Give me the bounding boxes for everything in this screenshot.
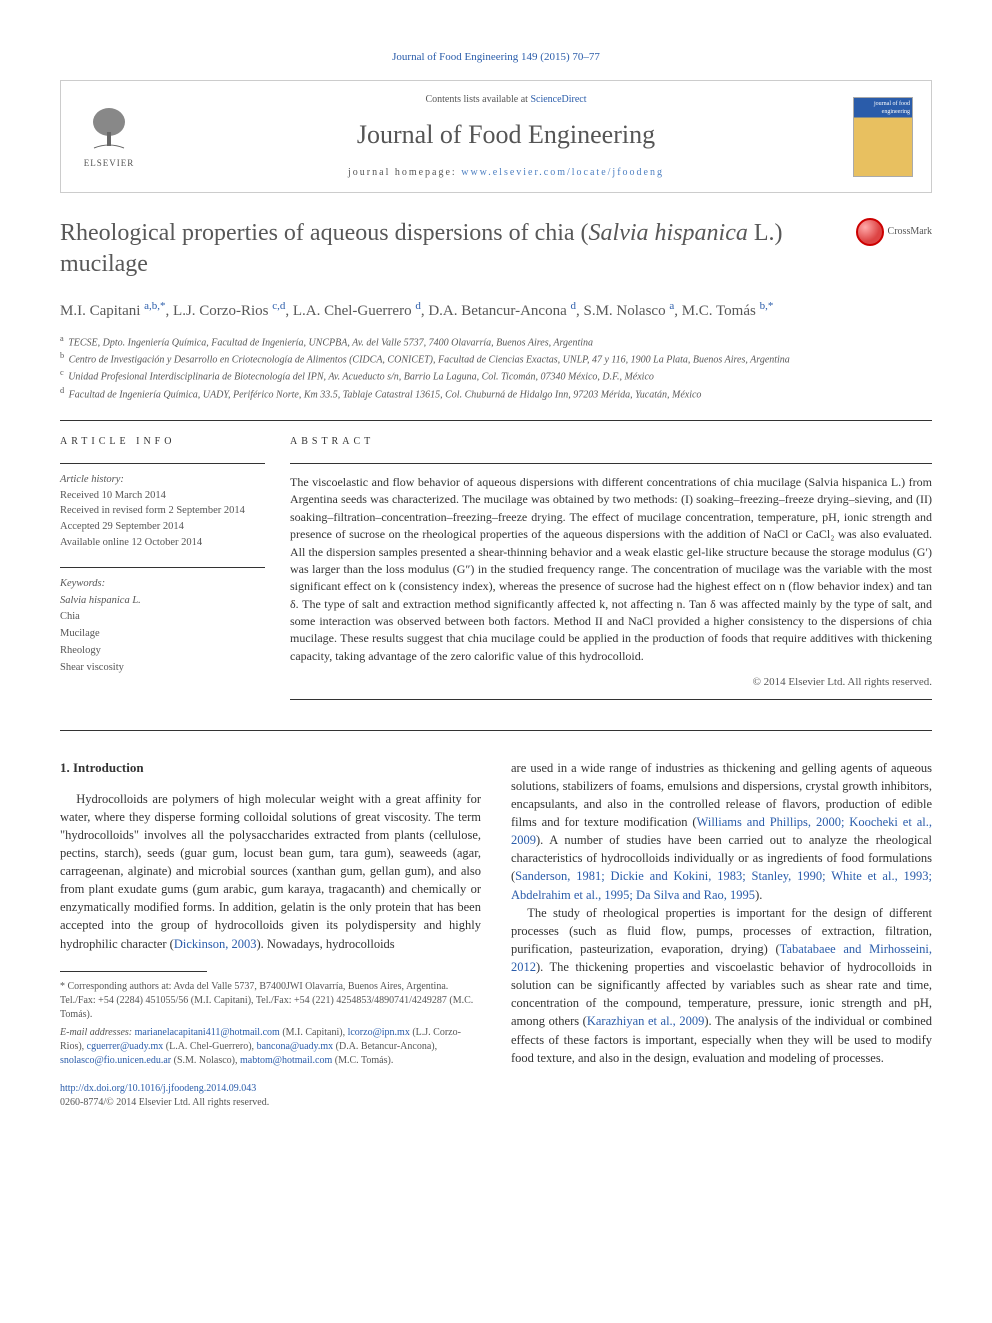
authors-line: M.I. Capitani a,b,*, L.J. Corzo-Rios c,d… [60,298,932,323]
keyword-4: Shear viscosity [60,662,124,673]
abstract-text: The viscoelastic and flow behavior of aq… [290,474,932,665]
keyword-0: Salvia hispanica L. [60,595,141,606]
crossmark-widget[interactable]: CrossMark [856,218,932,246]
history-received: Received 10 March 2014 [60,490,166,501]
affiliations-block: a TECSE, Dpto. Ingeniería Química, Facul… [60,333,932,402]
homepage-line: journal homepage: www.elsevier.com/locat… [159,166,853,180]
header-citation: Journal of Food Engineering 149 (2015) 7… [60,50,932,65]
journal-name: Journal of Food Engineering [159,117,853,153]
p1a: Hydrocolloids are polymers of high molec… [60,792,481,951]
intro-para-2: The study of rheological properties is i… [511,904,932,1067]
issn-copyright: 0260-8774/© 2014 Elsevier Ltd. All right… [60,1097,269,1108]
email-link[interactable]: marianelacapitani411@hotmail.com [135,1027,280,1038]
email-addresses-line: E-mail addresses: marianelacapitani411@h… [60,1026,481,1068]
history-revised: Received in revised form 2 September 201… [60,505,245,516]
abstract-column: ABSTRACT The viscoelastic and flow behav… [290,435,932,710]
footnotes-block: * Corresponding authors at: Avda del Val… [60,980,481,1068]
keyword-1: Chia [60,611,80,622]
footnote-separator [60,971,207,972]
keyword-2: Mucilage [60,628,100,639]
intro-para-1-right: are used in a wide range of industries a… [511,759,932,904]
history-online: Available online 12 October 2014 [60,537,202,548]
mid-rule [60,730,932,731]
crossmark-badge-icon [856,218,884,246]
section-1-heading: 1. Introduction [60,759,481,778]
abstract-heading: ABSTRACT [290,435,932,449]
article-title: Rheological properties of aqueous disper… [60,218,856,280]
sciencedirect-link[interactable]: ScienceDirect [530,94,586,105]
abstract-copyright: © 2014 Elsevier Ltd. All rights reserved… [290,675,932,690]
elsevier-logo[interactable]: ELSEVIER [79,102,139,172]
c2c: ). [755,888,762,902]
history-accepted: Accepted 29 September 2014 [60,521,184,532]
intro-para-1-left: Hydrocolloids are polymers of high molec… [60,790,481,953]
email-link[interactable]: bancona@uady.mx [257,1041,334,1052]
journal-header-box: ELSEVIER Contents lists available at Sci… [60,80,932,192]
article-info-column: ARTICLE INFO Article history: Received 1… [60,435,290,710]
article-info-heading: ARTICLE INFO [60,435,265,449]
email-label: E-mail addresses: [60,1027,135,1038]
body-column-left: 1. Introduction Hydrocolloids are polyme… [60,759,481,1110]
history-label: Article history: [60,474,124,485]
abstract-bottom-rule [290,699,932,700]
keywords-label: Keywords: [60,578,105,589]
title-main: Rheological properties of aqueous disper… [60,220,589,246]
p1b: ). Nowadays, hydrocolloids [256,937,394,951]
contents-available-line: Contents lists available at ScienceDirec… [159,93,853,107]
body-column-right: are used in a wide range of industries a… [511,759,932,1110]
journal-cover-thumbnail[interactable]: journal of food engineering [853,97,913,177]
article-history: Article history: Received 10 March 2014 … [60,472,265,551]
email-link[interactable]: mabtom@hotmail.com [240,1055,332,1066]
keyword-3: Rheology [60,645,101,656]
homepage-prefix: journal homepage: [348,167,461,178]
doi-block: http://dx.doi.org/10.1016/j.jfoodeng.201… [60,1082,481,1110]
title-species-italic: Salvia hispanica [589,220,748,246]
email-link[interactable]: snolasco@fio.unicen.edu.ar [60,1055,171,1066]
ref-sanderson-etal[interactable]: Sanderson, 1981; Dickie and Kokini, 1983… [511,869,932,901]
corresponding-author-note: * Corresponding authors at: Avda del Val… [60,980,481,1022]
info-rule [60,463,265,464]
elsevier-label: ELSEVIER [84,157,135,170]
abstract-rule [290,463,932,464]
keywords-rule [60,567,265,568]
ref-karazhiyan-2009[interactable]: Karazhiyan et al., 2009 [587,1014,705,1028]
doi-link[interactable]: http://dx.doi.org/10.1016/j.jfoodeng.201… [60,1083,256,1094]
email-link[interactable]: cguerrer@uady.mx [87,1041,164,1052]
contents-prefix: Contents lists available at [425,94,530,105]
crossmark-label: CrossMark [888,225,932,239]
email-link[interactable]: lcorzo@ipn.mx [348,1027,410,1038]
homepage-link[interactable]: www.elsevier.com/locate/jfoodeng [461,167,664,178]
ref-dickinson-2003[interactable]: Dickinson, 2003 [174,937,257,951]
top-rule [60,420,932,421]
keywords-block: Keywords: Salvia hispanica L. Chia Mucil… [60,576,265,677]
header-center: Contents lists available at ScienceDirec… [159,93,853,179]
elsevier-tree-icon [84,104,134,154]
